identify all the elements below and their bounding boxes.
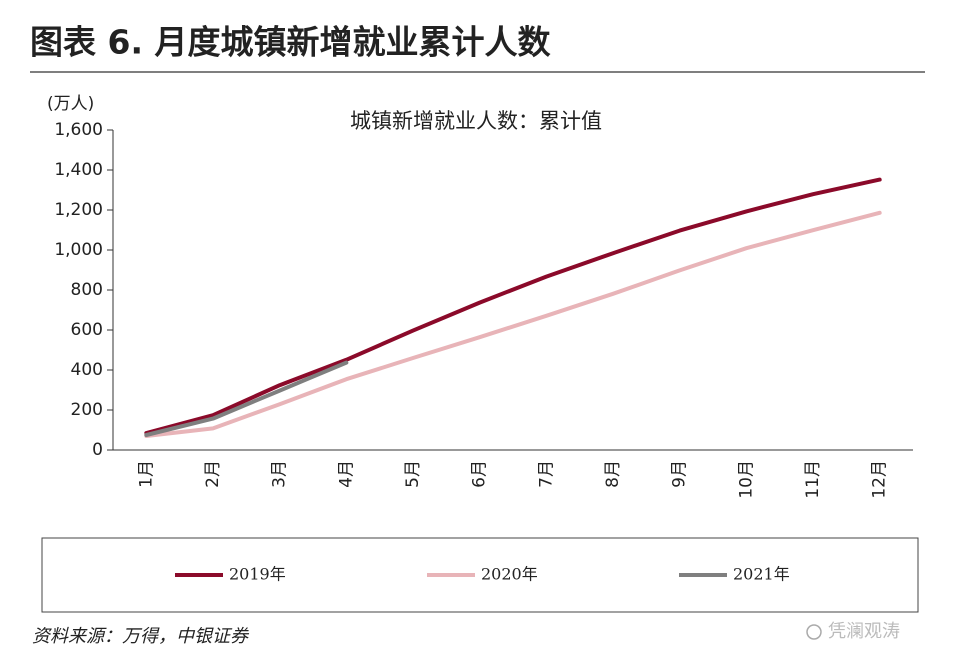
- watermark-icon: [806, 624, 822, 640]
- x-tick-label: 12月: [870, 460, 890, 499]
- y-tick-label: 800: [71, 280, 103, 300]
- y-tick-label: 400: [71, 360, 103, 380]
- x-tick-label: 11月: [803, 460, 823, 499]
- legend-label: 2019年: [229, 565, 286, 584]
- y-axis-unit: (万人): [47, 94, 94, 114]
- series-line: [144, 360, 349, 437]
- y-tick-label: 1,400: [54, 160, 103, 180]
- page-title: 图表 6. 月度城镇新增就业累计人数: [30, 23, 551, 62]
- x-tick-label: 9月: [670, 460, 690, 488]
- x-tick-label: 8月: [603, 460, 623, 488]
- source-note: 资料来源：万得，中银证券: [32, 626, 250, 647]
- x-tick-label: 4月: [336, 460, 356, 488]
- x-tick-label: 1月: [136, 460, 156, 488]
- y-tick-label: 0: [92, 440, 103, 460]
- x-tick-label: 6月: [470, 460, 490, 488]
- legend-label: 2021年: [733, 565, 790, 584]
- x-tick-label: 2月: [203, 460, 223, 488]
- series-line: [144, 210, 882, 438]
- x-tick-label: 7月: [536, 460, 556, 488]
- x-tick-label: 5月: [403, 460, 423, 488]
- legend-label: 2020年: [481, 565, 538, 584]
- x-tick-label: 3月: [270, 460, 290, 488]
- y-tick-label: 1,600: [54, 120, 103, 140]
- y-tick-label: 1,000: [54, 240, 103, 260]
- y-tick-label: 600: [71, 320, 103, 340]
- series-line: [144, 177, 882, 435]
- chart-title: 城镇新增就业人数：累计值: [350, 109, 602, 133]
- y-tick-label: 1,200: [54, 200, 103, 220]
- legend-box: [41, 537, 919, 613]
- y-tick-label: 200: [71, 400, 103, 420]
- watermark: 凭澜观涛: [828, 621, 900, 642]
- x-tick-label: 10月: [736, 460, 756, 499]
